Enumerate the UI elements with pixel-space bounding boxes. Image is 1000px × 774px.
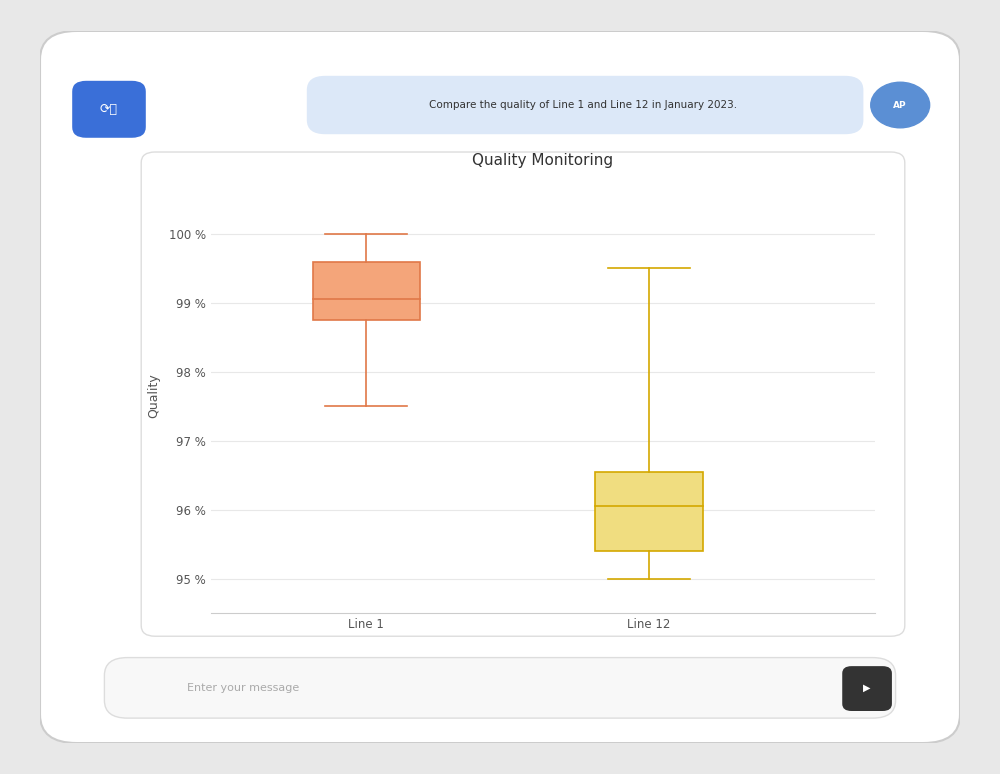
- Text: Enter your message: Enter your message: [187, 683, 299, 693]
- Circle shape: [871, 82, 930, 128]
- FancyBboxPatch shape: [842, 666, 892, 711]
- Text: Compare the quality of Line 1 and Line 12 in January 2023.: Compare the quality of Line 1 and Line 1…: [429, 100, 737, 110]
- FancyBboxPatch shape: [313, 262, 420, 320]
- Y-axis label: Quality: Quality: [147, 374, 160, 419]
- FancyBboxPatch shape: [72, 80, 146, 138]
- FancyBboxPatch shape: [141, 152, 905, 636]
- Title: Quality Monitoring: Quality Monitoring: [472, 153, 614, 168]
- FancyBboxPatch shape: [104, 658, 896, 718]
- FancyBboxPatch shape: [595, 472, 703, 551]
- Text: ⟳⧉: ⟳⧉: [100, 103, 118, 116]
- FancyBboxPatch shape: [307, 76, 863, 134]
- Text: AP: AP: [893, 101, 907, 109]
- FancyBboxPatch shape: [40, 31, 960, 743]
- Text: ▶: ▶: [863, 683, 871, 693]
